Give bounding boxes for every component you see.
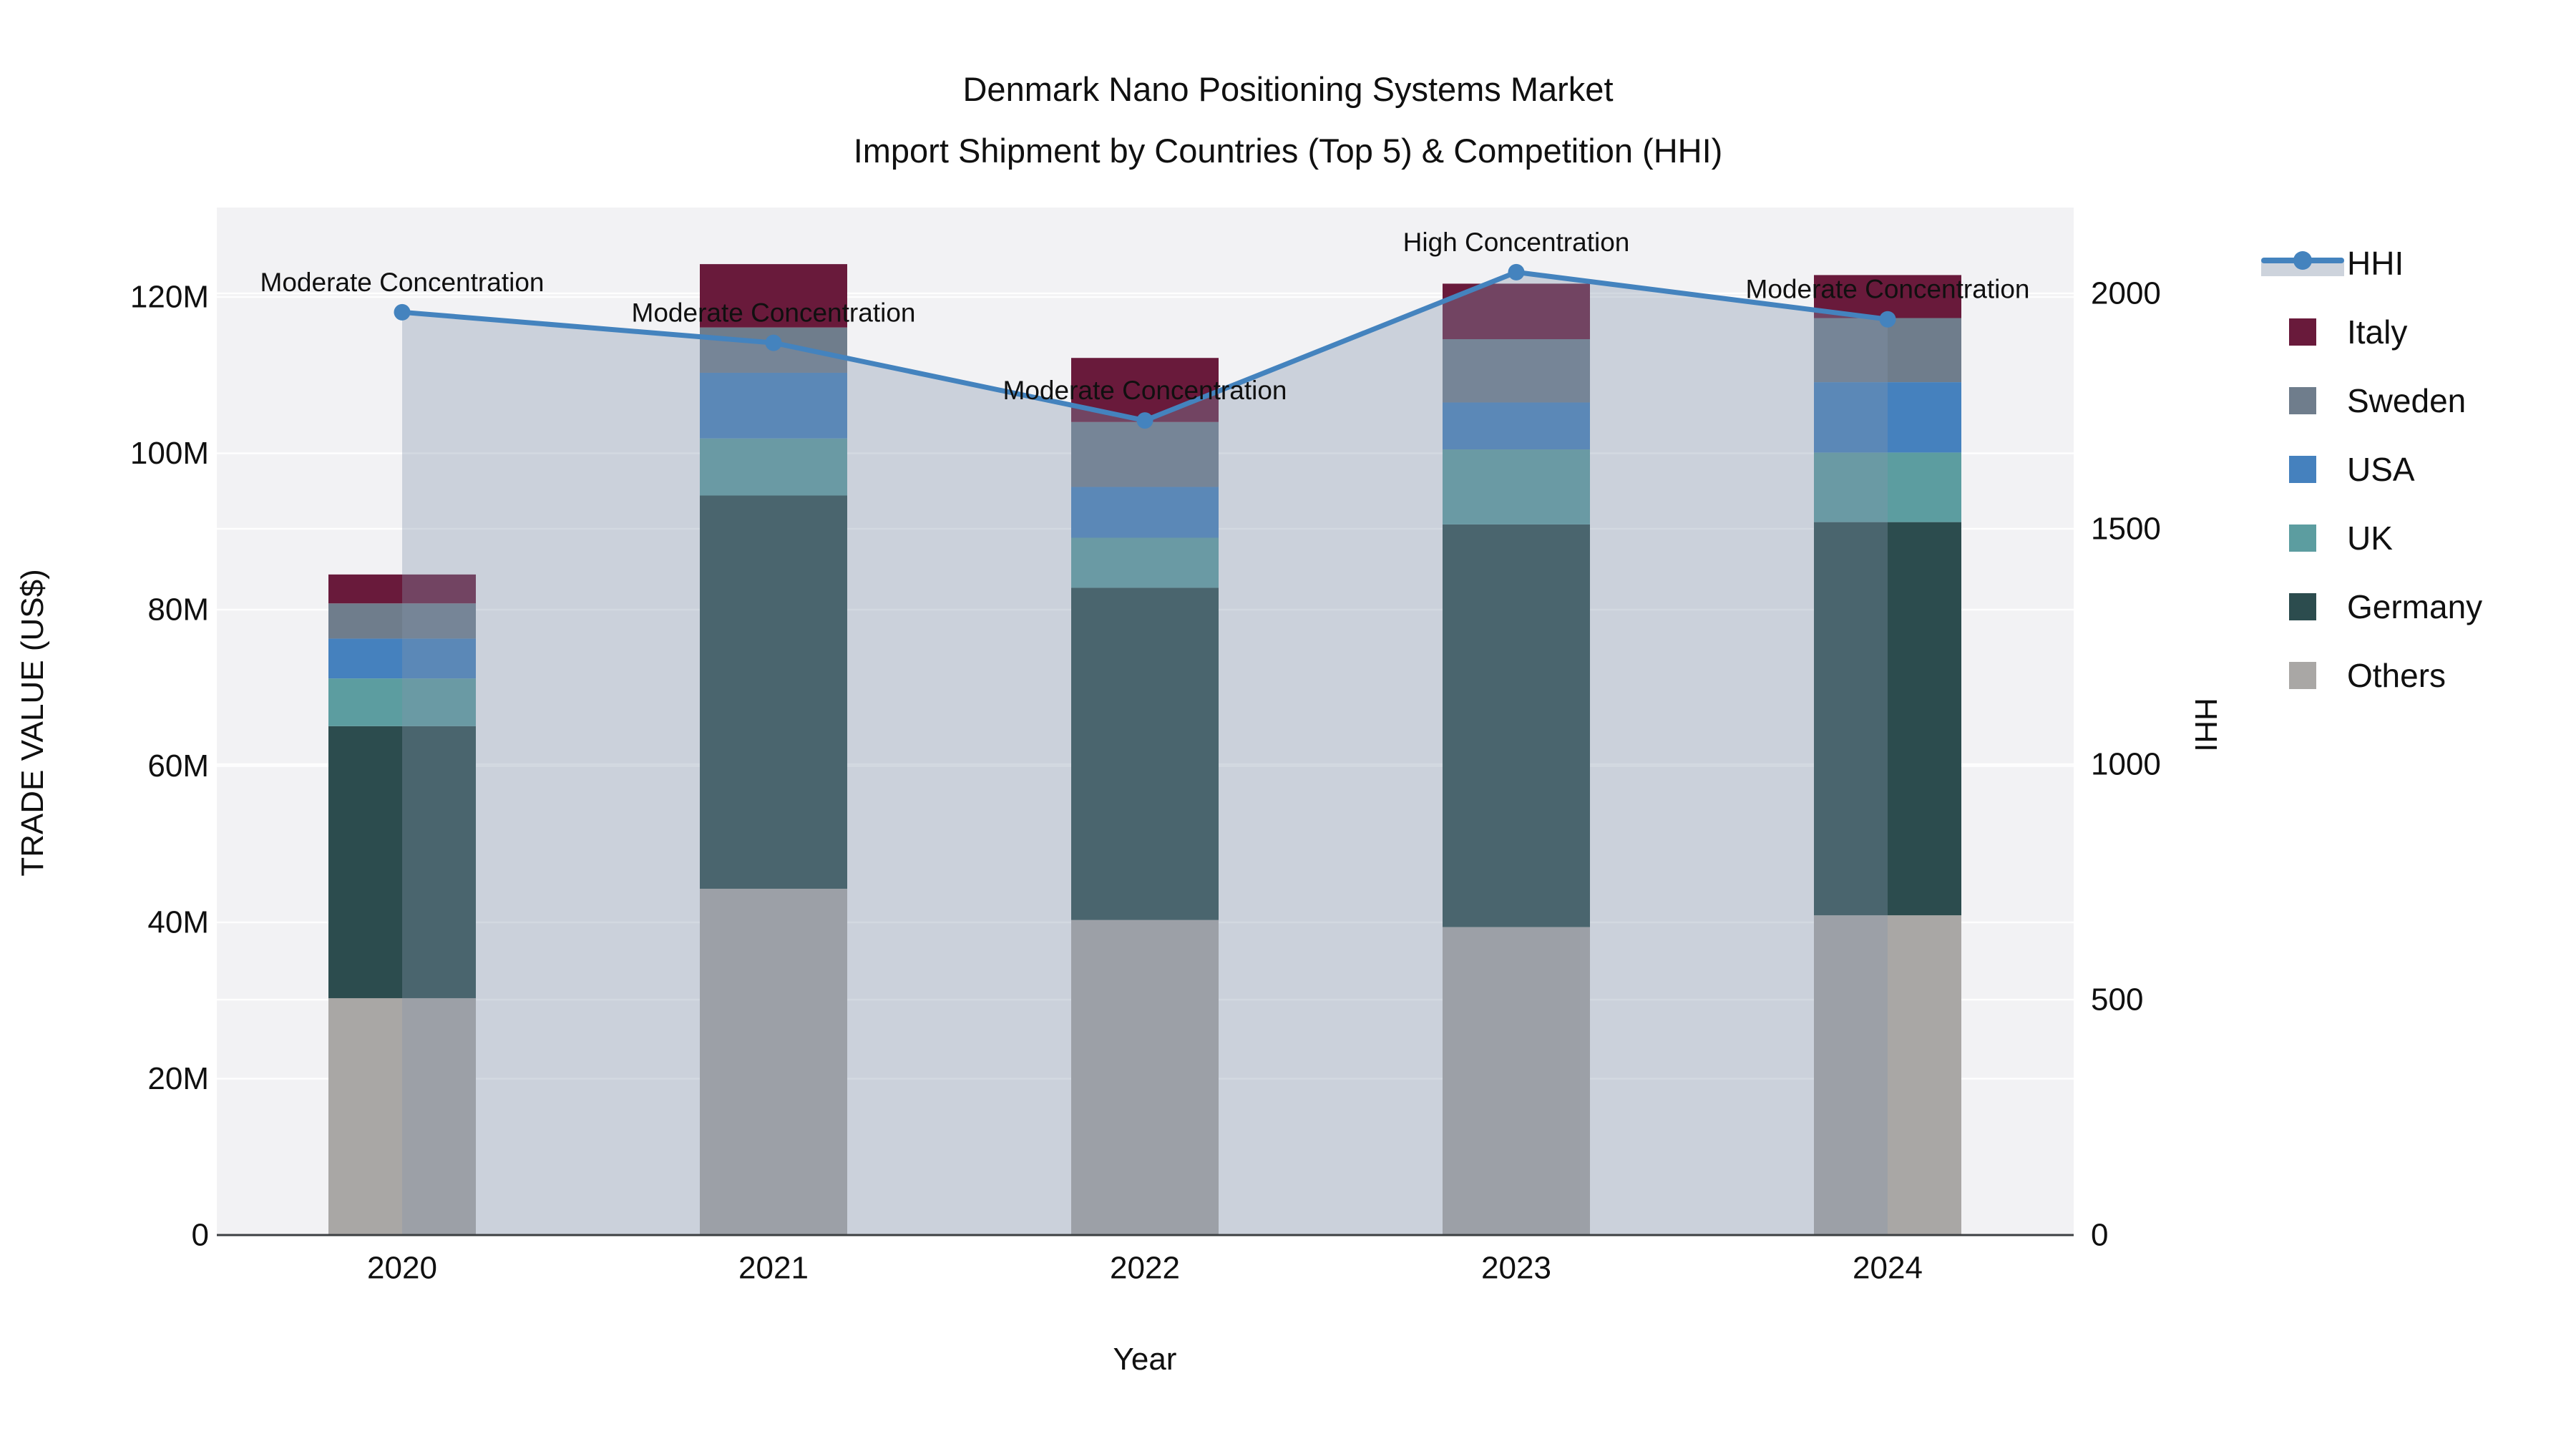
y-left-tick-60M: 60M [147,748,209,784]
annotation-2022: Moderate Concentration [1003,376,1287,405]
bar-segment-2023-UK[interactable] [1443,449,1590,525]
y-axis-title-right: HHI [2188,698,2223,752]
bar-segment-2020-Others[interactable] [328,997,476,1235]
bar-segment-2022-USA[interactable] [1071,487,1219,538]
annotation-2024: Moderate Concentration [1746,275,2030,304]
y-left-tick-20M: 20M [147,1061,209,1096]
hhi-marker-2024[interactable] [1879,311,1896,328]
y-left-tick-80M: 80M [147,592,209,628]
legend-label: Germany [2347,588,2483,625]
bar-segment-2023-Germany[interactable] [1443,524,1590,927]
bar-segment-2020-Sweden[interactable] [328,603,476,639]
legend-swatch-icon [2289,662,2316,689]
y-axis-title-left: TRADE VALUE (US$) [15,569,50,877]
x-tick-2023: 2023 [1481,1251,1551,1286]
bar-segment-2024-Sweden[interactable] [1814,318,1961,383]
bar-segment-2023-Others[interactable] [1443,927,1590,1235]
legend-label: Others [2347,657,2446,694]
bar-segment-2020-USA[interactable] [328,638,476,679]
bar-segment-2021-UK[interactable] [700,438,847,496]
legend-swatch-icon [2289,525,2316,552]
y-left-tick-0: 0 [192,1218,209,1253]
hhi-marker-2021[interactable] [765,334,782,351]
bar-segment-2022-Sweden[interactable] [1071,421,1219,487]
y-right-tick-0: 0 [2091,1218,2108,1253]
chart-title-line1: Denmark Nano Positioning Systems Market [962,70,1614,108]
legend-label: Italy [2347,313,2408,351]
bar-segment-2022-Others[interactable] [1071,919,1219,1235]
legend-label: Sweden [2347,382,2467,419]
y-left-tick-120M: 120M [130,280,209,315]
bar-segment-2021-Others[interactable] [700,889,847,1235]
y-right-tick-500: 500 [2091,982,2143,1018]
bar-segment-2021-Italy[interactable] [700,264,847,328]
legend-label: USA [2347,451,2415,488]
bar-segment-2022-Germany[interactable] [1071,587,1219,920]
hhi-marker-2023[interactable] [1508,263,1525,280]
legend-swatch-icon [2289,456,2316,483]
chart-title: Denmark Nano Positioning Systems Market … [0,59,2576,182]
x-tick-2022: 2022 [1110,1251,1180,1286]
annotation-2023: High Concentration [1403,228,1630,257]
legend-label: UK [2347,519,2393,557]
x-tick-2021: 2021 [738,1251,809,1286]
legend-label: HHI [2347,245,2404,282]
bar-segment-2021-USA[interactable] [700,372,847,439]
bar-segment-2022-UK[interactable] [1071,537,1219,588]
y-left-tick-100M: 100M [130,436,209,471]
bar-segment-2020-Germany[interactable] [328,726,476,998]
bar-segment-2024-Others[interactable] [1814,915,1961,1235]
chart-title-line2: Import Shipment by Countries (Top 5) & C… [853,132,1723,170]
y-right-tick-2000: 2000 [2091,276,2161,311]
hhi-area-fill [402,272,1888,1235]
bar-segment-2020-Italy[interactable] [328,574,476,604]
x-tick-2024: 2024 [1853,1251,1923,1286]
x-axis-title: Year [1113,1342,1177,1377]
legend-swatch-icon [2289,593,2316,620]
bar-segment-2024-UK[interactable] [1814,452,1961,522]
legend-swatch-icon [2289,318,2316,346]
legend-swatch-icon [2289,387,2316,414]
annotation-2021: Moderate Concentration [632,298,916,328]
bar-segment-2024-USA[interactable] [1814,382,1961,453]
bar-segment-2023-Sweden[interactable] [1443,338,1590,403]
bar-segment-2024-Germany[interactable] [1814,522,1961,916]
hhi-marker-2022[interactable] [1136,412,1153,429]
bar-segment-2020-UK[interactable] [328,678,476,726]
annotation-2020: Moderate Concentration [260,268,545,297]
hhi-legend-symbol-icon [2261,248,2344,279]
bar-segment-2023-USA[interactable] [1443,402,1590,450]
y-right-tick-1500: 1500 [2091,512,2161,547]
y-right-tick-1000: 1000 [2091,747,2161,782]
y-left-tick-40M: 40M [147,905,209,940]
hhi-marker-2020[interactable] [394,303,411,321]
bar-segment-2021-Germany[interactable] [700,495,847,889]
x-tick-2020: 2020 [367,1251,437,1286]
